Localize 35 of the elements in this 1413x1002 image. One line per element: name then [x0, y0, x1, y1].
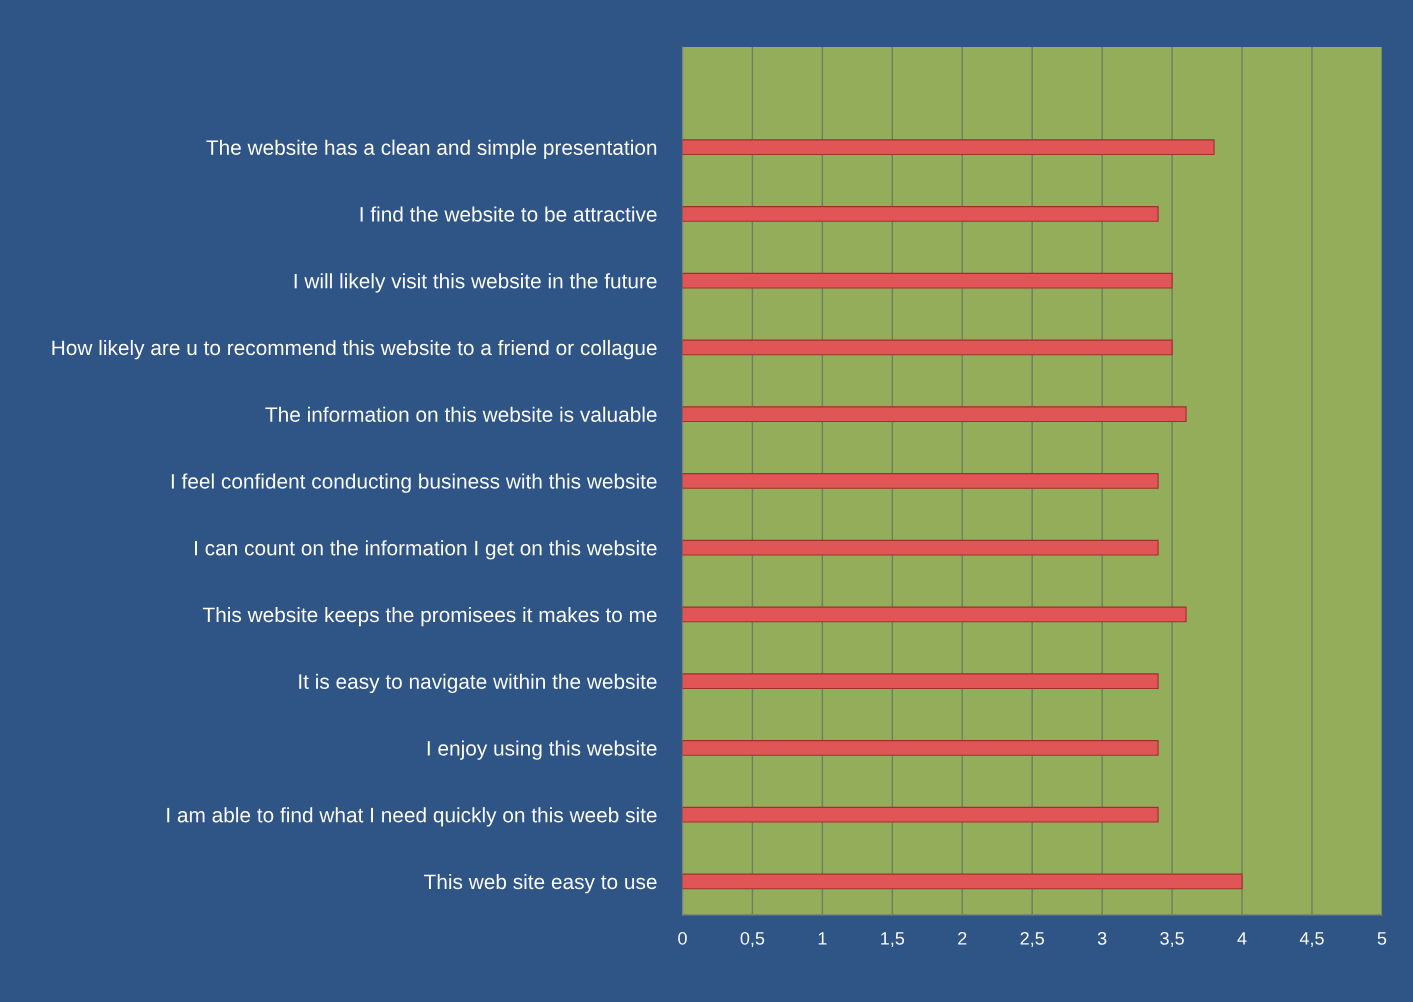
- y-tick-label: The website has a clean and simple presentation: [206, 139, 657, 160]
- y-tick-label: It is easy to navigate within the website: [299, 673, 657, 694]
- x-tick-label: 0: [678, 931, 687, 945]
- y-tick-label: How likely are u to recommend this website to a friend or collague: [52, 339, 657, 360]
- x-tick-label: 4: [1237, 932, 1247, 945]
- x-tick-label: 1,5: [881, 932, 905, 947]
- y-tick-label: This web site easy to use: [424, 873, 657, 894]
- x-tick-label: 3: [1097, 931, 1107, 945]
- bar: [682, 806, 1159, 823]
- x-tick-label: 4,5: [1299, 932, 1324, 947]
- bar: [682, 206, 1159, 222]
- bar: [682, 473, 1159, 489]
- y-tick-label: The information on this website is valuable: [265, 406, 657, 422]
- x-tick-label: 2: [958, 931, 967, 945]
- y-tick-label: I can count on the information I get on this website: [195, 540, 657, 560]
- bar: [682, 673, 1159, 690]
- bar: [682, 339, 1173, 356]
- bar: [682, 873, 1243, 890]
- x-tick-label: 5: [1377, 932, 1387, 945]
- x-tick-label: 0,5: [740, 931, 765, 947]
- bar: [682, 272, 1173, 289]
- y-tick-label: I will likely visit this website in the future: [294, 273, 657, 293]
- bar: [682, 539, 1159, 556]
- y-tick-label: I enjoy using this website: [427, 740, 657, 760]
- bar: [682, 740, 1159, 756]
- y-tick-label: I find the website to be attractive: [360, 206, 657, 222]
- bar: [682, 606, 1187, 623]
- x-tick-label: 3,5: [1160, 931, 1184, 947]
- bar: [682, 139, 1215, 156]
- bar: [682, 406, 1187, 423]
- x-tick-label: 2,5: [1020, 931, 1044, 947]
- y-tick-label: I am able to find what I need quickly on this weeb site: [167, 807, 657, 827]
- y-tick-label: I feel confident conducting business with this website: [171, 473, 657, 493]
- x-tick-label: 1: [818, 932, 827, 945]
- y-tick-label: This website keeps the promisees it makes to me: [202, 606, 657, 627]
